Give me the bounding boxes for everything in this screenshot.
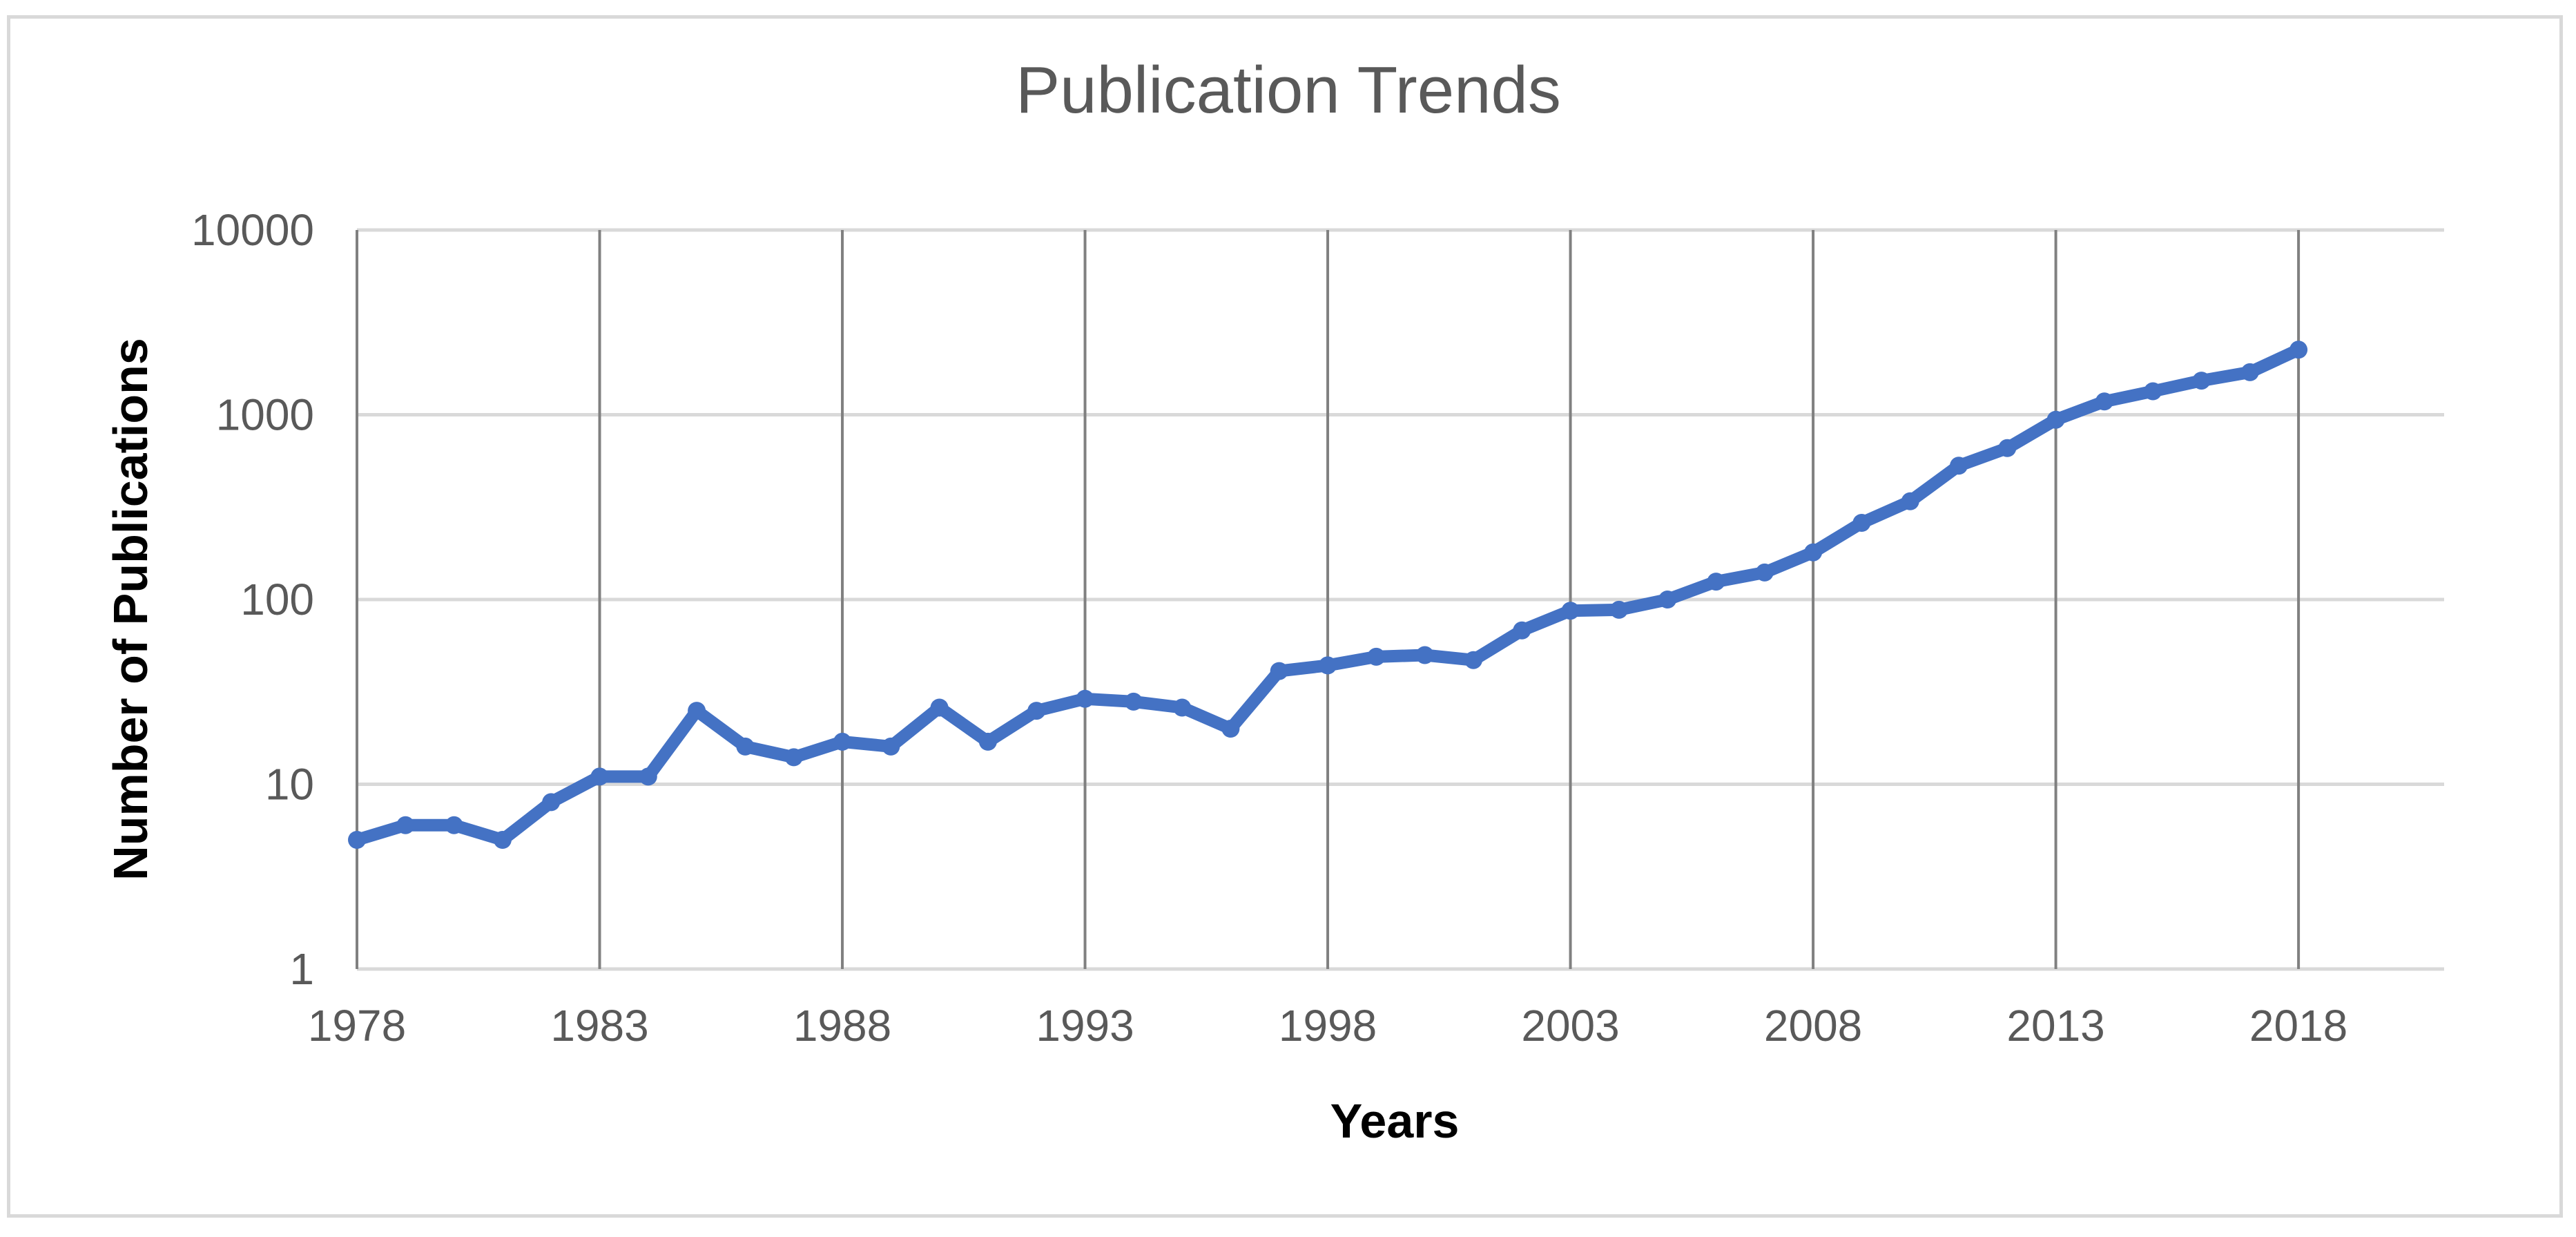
data-point	[445, 816, 463, 834]
data-point	[2289, 341, 2308, 359]
data-point	[2144, 382, 2162, 401]
data-point	[348, 831, 366, 849]
x-tick-label: 1983	[550, 1001, 648, 1051]
x-tick-label: 1993	[1036, 1001, 1134, 1051]
data-point	[493, 831, 512, 849]
series-layer	[348, 341, 2308, 849]
vertical-gridlines	[356, 230, 2301, 969]
x-tick-label: 2013	[2006, 1001, 2104, 1051]
x-axis-title: Years	[1330, 1094, 1460, 1148]
data-point	[396, 816, 415, 834]
y-tick-label: 10	[265, 760, 314, 809]
data-point	[2240, 363, 2259, 381]
data-point	[1707, 573, 1725, 591]
data-point	[1852, 514, 1871, 532]
data-point	[978, 732, 997, 751]
data-point	[1998, 439, 2017, 457]
data-point	[2046, 410, 2065, 429]
data-point	[2095, 392, 2113, 411]
y-tick-label: 100	[240, 575, 314, 624]
data-point	[1319, 656, 1337, 675]
y-axis-title: Number of Publications	[104, 338, 157, 881]
x-tick-label: 2008	[1764, 1001, 1862, 1051]
data-point	[1755, 563, 1774, 582]
data-point	[784, 748, 803, 767]
x-tick-label: 1988	[793, 1001, 891, 1051]
data-point	[882, 737, 900, 756]
data-point	[930, 698, 949, 717]
data-point	[1027, 702, 1046, 720]
data-point	[1609, 600, 1628, 619]
data-point	[1950, 457, 1968, 475]
x-tick-label: 1998	[1279, 1001, 1377, 1051]
x-tick-label: 1978	[308, 1001, 406, 1051]
data-point	[1804, 543, 1823, 562]
data-point	[1901, 492, 1919, 510]
x-tick-label: 2003	[1521, 1001, 1619, 1051]
data-point	[1270, 662, 1288, 680]
data-point	[1561, 602, 1580, 620]
horizontal-gridlines	[357, 228, 2444, 971]
data-point	[833, 732, 851, 751]
data-point	[2192, 372, 2211, 390]
data-point	[1173, 698, 1192, 717]
data-point	[1658, 591, 1677, 608]
chart-title: Publication Trends	[1016, 53, 1561, 127]
data-point	[1464, 651, 1482, 669]
data-point	[1367, 647, 1386, 666]
x-tick-label: 2018	[2249, 1001, 2347, 1051]
data-point	[1415, 646, 1434, 664]
chart-frame: Publication Trends 1 10 100 1000 10000 1978 1…	[7, 15, 2563, 1218]
data-point	[1221, 720, 1240, 738]
data-point	[1076, 689, 1094, 708]
y-axis-tick-labels: 1 10 100 1000 10000	[191, 205, 314, 994]
y-tick-label: 1000	[216, 390, 314, 440]
data-point	[688, 702, 706, 720]
data-point	[1513, 621, 1531, 640]
data-point	[542, 793, 561, 812]
data-point	[590, 767, 609, 786]
y-tick-label: 10000	[191, 205, 314, 255]
data-point	[736, 737, 755, 756]
x-axis-tick-labels: 1978 1983 1988 1993 1998 2003 2008 2013 2018	[308, 1001, 2347, 1051]
data-point	[1124, 692, 1143, 711]
y-tick-label: 1	[289, 944, 314, 994]
data-point	[639, 767, 657, 786]
